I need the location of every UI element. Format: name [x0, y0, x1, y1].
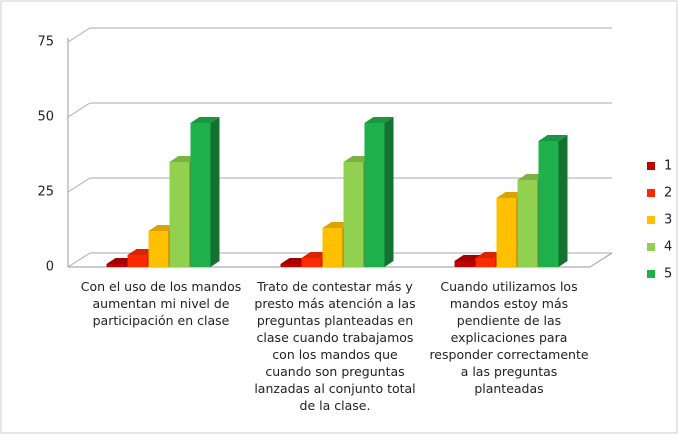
- bar: [106, 264, 127, 267]
- floor-right: [589, 252, 613, 268]
- bar: [127, 255, 148, 267]
- legend-label: 3: [664, 213, 672, 228]
- bar-side: [558, 135, 568, 267]
- bar-side: [384, 117, 394, 267]
- bar-top: [364, 117, 394, 123]
- x-tick-label: Con el uso de los mandos aumentan mi niv…: [80, 279, 242, 328]
- legend-label: 1: [664, 159, 672, 174]
- bar-top: [538, 135, 568, 141]
- bar-side: [210, 117, 220, 267]
- bar: [322, 228, 343, 267]
- grid-diagonal: [67, 177, 91, 193]
- bar: [148, 231, 169, 267]
- bar: [517, 180, 538, 267]
- y-tick-label: 0: [46, 260, 54, 275]
- bar: [343, 162, 364, 267]
- bar: [454, 261, 475, 267]
- bar: [280, 264, 301, 267]
- grid-diagonal: [67, 252, 91, 268]
- grid-diagonal: [67, 102, 91, 118]
- y-tick-label: 75: [37, 35, 54, 50]
- bar-top: [190, 117, 220, 123]
- bar: [364, 123, 385, 267]
- legend-label: 2: [664, 186, 672, 201]
- legend-label: 4: [664, 240, 672, 255]
- bar: [169, 162, 190, 267]
- bar: [301, 258, 322, 267]
- legend-label: 5: [664, 267, 672, 282]
- bar: [496, 198, 517, 267]
- y-tick-label: 50: [37, 110, 54, 125]
- x-tick-label: Cuando utilizamos los mandos estoy más p…: [429, 279, 589, 396]
- y-tick-label: 25: [37, 185, 54, 200]
- grid-diagonal: [67, 27, 91, 43]
- bar: [190, 123, 211, 267]
- legend-swatch: [647, 270, 655, 278]
- bar: [475, 258, 496, 267]
- legend-swatch: [647, 243, 655, 251]
- bar: [538, 141, 559, 267]
- legend-swatch: [647, 162, 655, 170]
- legend-swatch: [647, 216, 655, 224]
- x-tick-label: Trato de contestar más y presto más aten…: [254, 279, 416, 413]
- legend-swatch: [647, 189, 655, 197]
